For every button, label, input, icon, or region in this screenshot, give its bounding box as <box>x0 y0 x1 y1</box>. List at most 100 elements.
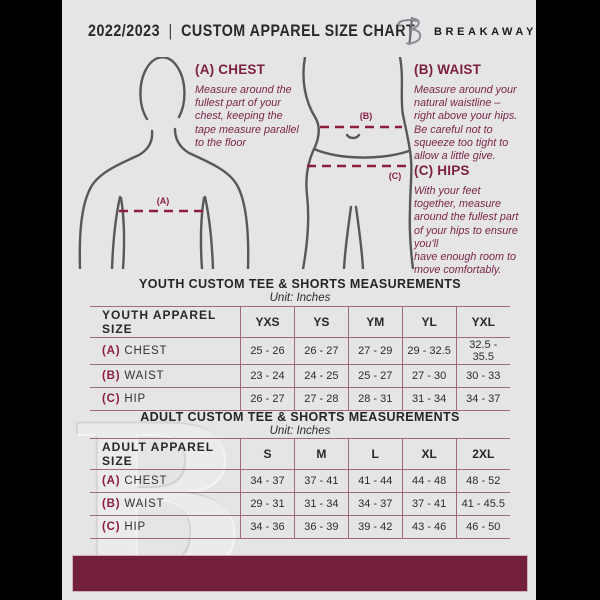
size-column-header: YM <box>347 306 403 338</box>
adult-table-title-block: ADULT CUSTOM TEE & SHORTS MEASUREMENTS U… <box>90 410 510 437</box>
measurement-value-cell: 26 - 27 <box>293 337 349 365</box>
measurement-value-cell: 23 - 24 <box>240 364 295 388</box>
season-year: 2022/2023 <box>88 21 161 40</box>
measurement-row: (B) WAIST 23 - 24 24 - 25 25 - 27 27 - 30 30 -… <box>90 364 510 388</box>
waist-line-label: (B) <box>360 111 373 121</box>
size-column-header: YS <box>293 306 349 338</box>
row-label: CHEST <box>124 345 168 357</box>
size-column-header: L <box>347 438 403 470</box>
chest-instructions: (A) CHEST Measure around the fullest par… <box>195 62 309 150</box>
measurement-value-cell: 31 - 34 <box>293 492 349 516</box>
measurement-row: (A) CHEST 25 - 26 26 - 27 27 - 29 29 - 32.5 32… <box>90 337 510 365</box>
youth-table-unit: Unit: Inches <box>269 292 331 304</box>
row-prefix: (A) <box>102 475 121 487</box>
measurement-value-cell: 39 - 42 <box>347 515 403 539</box>
measurement-label-cell: (A) CHEST <box>90 337 241 365</box>
size-column-header: YXS <box>240 306 295 338</box>
row-prefix: (C) <box>102 521 121 533</box>
right-torso-side <box>199 196 206 269</box>
hips-heading: (C) HIPS <box>414 163 470 178</box>
measurement-label-cell: (C) HIP <box>90 515 241 539</box>
chest-description: Measure around the fullest part of your … <box>195 84 299 149</box>
apparel-size-header-cell: YOUTH APPAREL SIZE <box>90 306 241 338</box>
right-hip-leg-outline <box>398 57 415 269</box>
size-column-header: S <box>240 438 295 470</box>
head-outline <box>139 57 186 121</box>
right-armpit-arm-inner <box>203 195 215 269</box>
left-hip-leg-outline <box>301 57 320 269</box>
waistband-curve <box>312 147 411 159</box>
measurement-value-cell: 26 - 27 <box>240 387 295 411</box>
measurement-label-cell: (B) WAIST <box>90 492 241 516</box>
youth-table-title: YOUTH CUSTOM TEE & SHORTS MEASUREMENTS <box>139 277 461 291</box>
row-prefix: (A) <box>102 345 121 357</box>
measurement-value-cell: 43 - 46 <box>401 515 457 539</box>
apparel-size-header-cell: ADULT APPAREL SIZE <box>90 438 241 470</box>
hips-instructions: (C) HIPS With your feet together, measur… <box>414 163 542 277</box>
row-label: WAIST <box>124 498 165 510</box>
adult-table-title: ADULT CUSTOM TEE & SHORTS MEASUREMENTS <box>140 410 460 424</box>
title-separator: | <box>168 21 173 40</box>
measurement-value-cell: 34 - 37 <box>455 387 510 411</box>
row-label: HIP <box>124 521 146 533</box>
measurement-value-cell: 34 - 36 <box>240 515 295 539</box>
measurement-value-cell: 28 - 31 <box>347 387 403 411</box>
size-header-row: YOUTH APPAREL SIZE YXS YS YM YL YXL <box>90 306 510 338</box>
footer-accent-bar <box>72 555 528 592</box>
measurement-label-cell: (B) WAIST <box>90 364 241 388</box>
measurement-label-cell: (C) HIP <box>90 387 241 411</box>
measurement-row: (C) HIP 34 - 36 36 - 39 39 - 42 43 - 46 46 - 5… <box>90 515 510 539</box>
row-prefix: (C) <box>102 393 121 405</box>
adult-table-unit: Unit: Inches <box>269 425 331 437</box>
right-shoulder-arm-outline <box>173 127 250 269</box>
left-inner-leg <box>342 205 353 269</box>
measurement-value-cell: 29 - 32.5 <box>401 337 457 365</box>
measurement-value-cell: 41 - 45.5 <box>455 492 510 516</box>
upper-body-diagram: (A) <box>78 57 250 269</box>
size-column-header: YXL <box>455 306 510 338</box>
measurement-value-cell: 24 - 25 <box>293 364 349 388</box>
measurement-value-cell: 34 - 37 <box>240 469 295 493</box>
measurement-row: (B) WAIST 29 - 31 31 - 34 34 - 37 37 - 41 41 -… <box>90 492 510 516</box>
measurement-row: (C) HIP 26 - 27 27 - 28 28 - 31 31 - 34 34 - 3… <box>90 387 510 411</box>
measurement-value-cell: 48 - 52 <box>455 469 510 493</box>
measurement-value-cell: 29 - 31 <box>240 492 295 516</box>
measurement-value-cell: 27 - 30 <box>401 364 457 388</box>
hips-line-label: (C) <box>389 171 402 181</box>
chest-heading: (A) CHEST <box>195 62 266 77</box>
left-armpit-arm-inner <box>110 195 122 269</box>
row-label: HIP <box>124 393 146 405</box>
row-label: WAIST <box>124 370 165 382</box>
lower-body-diagram: (B) (C) <box>301 57 415 269</box>
size-column-header: YL <box>401 306 457 338</box>
size-column-header: 2XL <box>455 438 510 470</box>
measurement-label-cell: (A) CHEST <box>90 469 241 493</box>
row-prefix: (B) <box>102 370 121 382</box>
measurement-value-cell: 46 - 50 <box>455 515 510 539</box>
waist-instructions: (B) WAIST Measure around your natural wa… <box>414 62 538 163</box>
page-title: 2022/2023 | CUSTOM APPAREL SIZE CHART <box>88 21 415 41</box>
chart-page: B 2022/2023 | CUSTOM APPAREL SIZE CHART … <box>62 0 536 600</box>
measurement-value-cell: 32.5 - 35.5 <box>455 337 510 365</box>
measurement-value-cell: 25 - 26 <box>240 337 295 365</box>
navel-mark <box>345 133 361 140</box>
measurement-value-cell: 37 - 41 <box>293 469 349 493</box>
measurement-value-cell: 37 - 41 <box>401 492 457 516</box>
measurement-value-cell: 27 - 28 <box>293 387 349 411</box>
left-torso-side <box>119 196 126 269</box>
measurement-value-cell: 36 - 39 <box>293 515 349 539</box>
chest-line-label: (A) <box>157 196 170 206</box>
left-shoulder-arm-outline <box>78 129 154 269</box>
waist-description: Measure around your natural waistline – … <box>414 84 518 163</box>
measurement-value-cell: 41 - 44 <box>347 469 403 493</box>
right-inner-leg <box>354 205 365 269</box>
youth-table-title-block: YOUTH CUSTOM TEE & SHORTS MEASUREMENTS U… <box>90 277 510 304</box>
row-prefix: (B) <box>102 498 121 510</box>
breakaway-logo-icon <box>397 16 422 46</box>
measurement-row: (A) CHEST 34 - 37 37 - 41 41 - 44 44 - 48 48 -… <box>90 469 510 493</box>
measurement-value-cell: 25 - 27 <box>347 364 403 388</box>
brand-name: BREAKAWAY <box>434 26 537 38</box>
size-header-row: ADULT APPAREL SIZE S M L XL 2XL <box>90 438 510 470</box>
waist-heading: (B) WAIST <box>414 62 482 77</box>
